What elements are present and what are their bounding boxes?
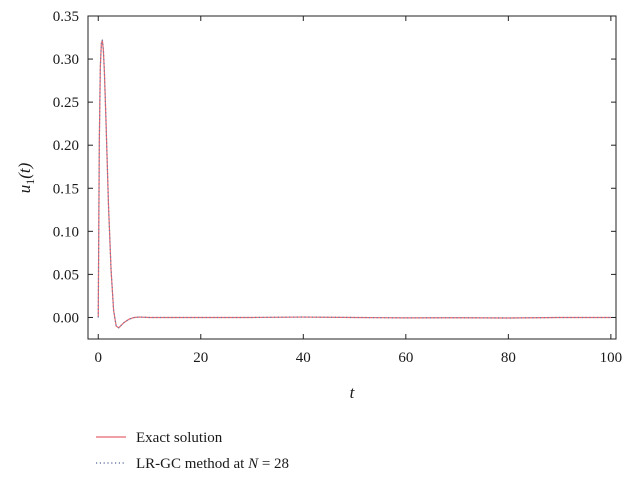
y-axis-title-argument: (t)	[15, 162, 34, 178]
y-tick-label: 0.30	[53, 52, 79, 68]
legend-label-lrgc: LR-GC method at N = 28	[136, 456, 289, 472]
series-line-lrgc	[97, 39, 611, 329]
legend-label-lrgc-variable: N	[247, 456, 259, 472]
series-line-exact	[97, 39, 611, 329]
x-tick-label: 40	[296, 350, 311, 366]
y-tick-label: 0.35	[53, 9, 79, 25]
legend-label-exact: Exact solution	[136, 430, 223, 446]
x-tick-label: 20	[193, 350, 208, 366]
y-tick-label: 0.10	[53, 224, 79, 240]
y-tick-label: 0.25	[53, 95, 79, 111]
x-tick-label: 80	[501, 350, 516, 366]
ticks	[88, 15, 616, 339]
tick-labels: 0 20 40 60 80 100 0.00 0.05 0.10 0.15 0.20 0.25 0.30…	[53, 9, 622, 366]
legend: Exact solution LR-GC method at N = 28	[96, 430, 289, 472]
x-tick-label: 0	[95, 350, 103, 366]
y-axis-title-subscript: 1	[23, 179, 37, 185]
x-axis-title: t	[350, 383, 356, 402]
series-group	[97, 39, 611, 329]
x-tick-label: 100	[600, 350, 623, 366]
plot-frame	[87, 15, 617, 340]
x-tick-label: 60	[398, 350, 413, 366]
y-tick-label: 0.05	[53, 267, 79, 283]
y-tick-label: 0.15	[53, 181, 79, 197]
y-tick-label: 0.20	[53, 138, 79, 154]
y-tick-label: 0.00	[53, 310, 79, 326]
y-axis-title: u1(t)	[15, 162, 37, 193]
